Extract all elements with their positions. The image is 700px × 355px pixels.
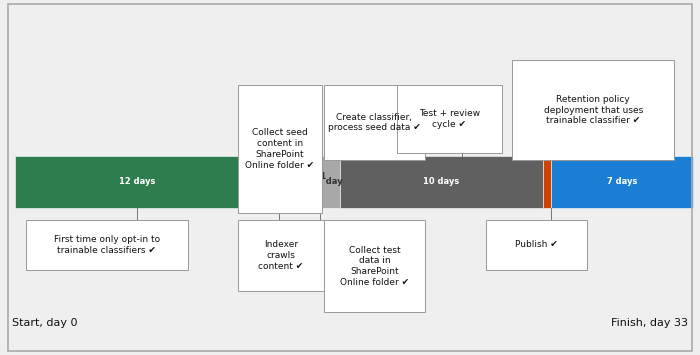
Text: Start, day 0: Start, day 0 [12,318,78,328]
Bar [279,156,300,208]
Bar [320,156,340,208]
Text: Retention policy
deployment that uses
trainable classifier ✔: Retention policy deployment that uses tr… [544,95,643,125]
Bar [542,156,551,208]
Text: 7 days: 7 days [606,178,637,186]
FancyBboxPatch shape [323,85,425,160]
Text: First time only opt-in to
trainable classifiers ✔: First time only opt-in to trainable clas… [54,235,160,255]
FancyBboxPatch shape [512,60,675,160]
Text: 1 day: 1 day [317,178,342,186]
Text: 1 day: 1 day [276,178,302,186]
Text: Publish ✔: Publish ✔ [515,240,558,250]
FancyBboxPatch shape [486,220,587,270]
Text: Up to 1
day: Up to 1 day [293,172,327,192]
Text: Test + review
cycle ✔: Test + review cycle ✔ [419,109,480,129]
Bar [259,156,279,208]
FancyBboxPatch shape [25,220,188,270]
Text: 12 days: 12 days [119,178,155,186]
Text: Finish, day 33: Finish, day 33 [611,318,688,328]
FancyBboxPatch shape [239,220,323,291]
FancyBboxPatch shape [323,220,425,312]
FancyBboxPatch shape [239,85,321,213]
FancyBboxPatch shape [397,85,502,153]
Text: Collect seed
content in
SharePoint
Online folder ✔: Collect seed content in SharePoint Onlin… [246,129,314,170]
Bar [340,156,542,208]
Text: 10 days: 10 days [423,178,459,186]
Bar [551,156,693,208]
Bar [300,156,320,208]
Text: 1 day: 1 day [256,178,281,186]
Text: Create classifier,
process seed data ✔: Create classifier, process seed data ✔ [328,113,421,132]
Text: Indexer
crawls
content ✔: Indexer crawls content ✔ [258,240,304,271]
Text: Collect test
data in
SharePoint
Online folder ✔: Collect test data in SharePoint Online f… [340,246,409,287]
Bar [15,156,259,208]
